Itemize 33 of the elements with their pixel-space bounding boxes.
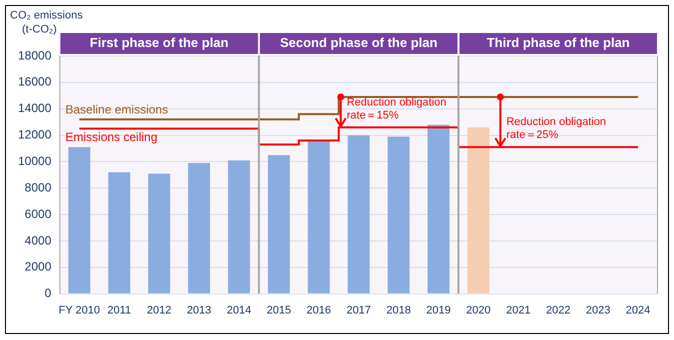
x-tick-label: 2021 [506, 304, 531, 316]
y-tick-label: 2000 [24, 260, 52, 274]
x-tick-label: 2013 [186, 304, 212, 316]
y-tick-label: 12000 [18, 128, 52, 142]
y-tick-label: 10000 [18, 154, 52, 168]
series-label: Emissions ceiling [65, 130, 158, 144]
annotation: Reduction obligation rate＝25% [506, 116, 606, 142]
annotation: Reduction obligation rate＝15% [346, 96, 446, 122]
x-tick-label: 2011 [107, 304, 132, 316]
x-tick-label: 2015 [266, 304, 292, 316]
y-tick-label: 16000 [18, 74, 52, 89]
x-tick-label: 2020 [466, 304, 491, 316]
series-label: Baseline emissions [65, 102, 168, 117]
y-tick-label: 8000 [24, 180, 52, 194]
x-tick-label: 2014 [226, 304, 252, 316]
y-tick-label: 0 [44, 286, 52, 300]
y-tick-label: 6000 [24, 206, 52, 221]
y-axis-title: CO₂ emissions (t-CO₂) [10, 10, 84, 36]
y-tick-label: 18000 [18, 48, 52, 62]
x-tick-label: 2022 [546, 304, 570, 316]
y-tick-label: 14000 [18, 101, 52, 116]
band-label: First phase of the plan [90, 35, 229, 50]
x-tick-label: 2017 [346, 304, 371, 316]
x-tick-label: 2019 [426, 304, 451, 316]
x-tick-label: 2023 [586, 304, 610, 316]
x-tick-label: FY 2010 [58, 304, 100, 316]
y-tick-label: 4000 [24, 233, 52, 248]
band-label: Second phase of the plan [280, 35, 438, 50]
x-tick-label: 2016 [306, 304, 332, 316]
x-tick-label: 2024 [626, 304, 650, 316]
band-label: Third phase of the plan [486, 35, 630, 50]
x-tick-label: 2018 [386, 304, 411, 316]
x-tick-label: 2012 [146, 304, 172, 316]
